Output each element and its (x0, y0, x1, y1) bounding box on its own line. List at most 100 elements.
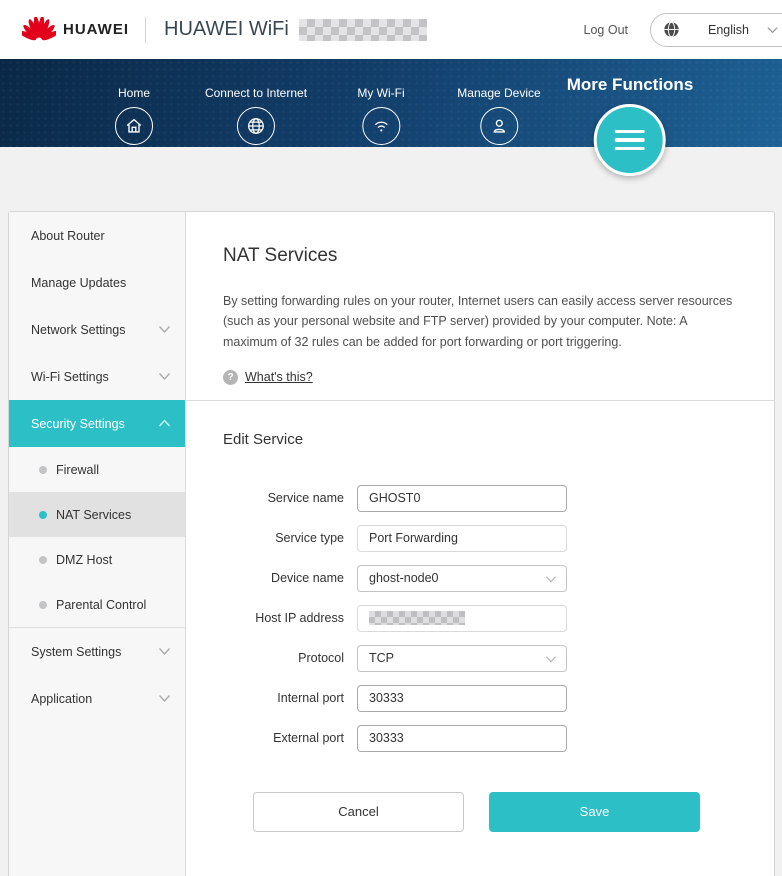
page-description: By setting forwarding rules on your rout… (223, 294, 733, 349)
header-divider (145, 16, 146, 43)
service-type-input (357, 524, 567, 552)
nav-item-more-functions[interactable]: More Functions (566, 75, 694, 176)
sidebar-subitem-label: DMZ Host (56, 552, 113, 567)
form-actions: Cancel Save (253, 791, 774, 832)
settings-sidebar: About Router Manage Updates Network Sett… (9, 212, 186, 876)
form-row: Internal port (223, 684, 774, 712)
brand: HUAWEI (22, 16, 129, 43)
nav-label: My Wi-Fi (357, 86, 405, 100)
host-ip-field (357, 604, 567, 632)
chevron-down-icon (158, 325, 171, 334)
nav-item-manage-device[interactable]: Manage Device (457, 86, 541, 145)
service-name-input[interactable] (357, 484, 567, 512)
sidebar-subitem-label: Firewall (56, 462, 100, 477)
sidebar-item-firewall[interactable]: Firewall (9, 447, 185, 492)
sidebar-item-security-settings[interactable]: Security Settings (9, 400, 185, 447)
form-row: Service type (223, 524, 774, 552)
whats-this-link[interactable]: ? What's this? (223, 369, 774, 385)
host-ip-label: Host IP address (255, 611, 344, 626)
page-title: NAT Services (223, 245, 338, 266)
chevron-down-icon (158, 694, 171, 703)
nav-item-my-wifi[interactable]: My Wi-Fi (357, 86, 405, 145)
nav-item-home[interactable]: Home (115, 86, 153, 145)
nav-label: More Functions (566, 75, 694, 94)
cancel-button[interactable]: Cancel (253, 791, 464, 832)
internet-globe-icon (236, 107, 275, 145)
sidebar-item-label: Network Settings (31, 322, 126, 337)
sidebar-subitem-label: Parental Control (56, 597, 147, 612)
chevron-down-icon (545, 655, 557, 664)
product-title-group: HUAWEI WiFi (164, 18, 427, 41)
nav-item-connect-to-internet[interactable]: Connect to Internet (205, 86, 307, 145)
protocol-select[interactable]: TCP (357, 644, 567, 672)
sidebar-item-network-settings[interactable]: Network Settings (9, 306, 185, 353)
internal-port-label: Internal port (277, 691, 344, 706)
sidebar-item-application[interactable]: Application (9, 675, 185, 722)
person-icon (479, 107, 518, 145)
bullet-icon (39, 510, 47, 519)
nav-label: Home (117, 86, 150, 100)
section-divider (186, 399, 774, 401)
question-mark-icon: ? (223, 369, 238, 385)
sidebar-item-label: Manage Updates (31, 275, 127, 290)
chevron-up-icon (158, 419, 171, 428)
edit-service-form: Service name Service type Device name gh… (223, 484, 774, 832)
host-ip-redacted (369, 611, 465, 626)
sidebar-item-parental-control[interactable]: Parental Control (9, 582, 185, 627)
whats-this-label[interactable]: What's this? (245, 370, 313, 385)
bullet-icon (39, 465, 47, 474)
menu-icon[interactable] (594, 104, 666, 176)
form-row: Host IP address (223, 604, 774, 632)
service-type-label: Service type (275, 531, 344, 546)
home-icon (115, 107, 153, 145)
product-title: HUAWEI WiFi (164, 18, 289, 40)
huawei-logo-icon (22, 16, 56, 43)
internal-port-input[interactable] (357, 684, 567, 712)
device-name-select[interactable]: ghost-node0 (357, 564, 567, 592)
sidebar-item-dmz-host[interactable]: DMZ Host (9, 537, 185, 582)
chevron-down-icon (767, 26, 778, 34)
device-model-redacted (298, 18, 427, 41)
device-name-label: Device name (271, 571, 344, 586)
sidebar-item-label: Security Settings (31, 416, 125, 431)
sidebar-item-label: Application (31, 691, 93, 706)
wifi-icon (361, 107, 400, 145)
bullet-icon (39, 600, 47, 609)
nav-label: Connect to Internet (204, 86, 308, 100)
main-navigation: Home Connect to Internet My Wi-Fi (0, 59, 782, 176)
nat-services-page: NAT Services By setting forwarding rules… (186, 212, 774, 876)
sidebar-item-wifi-settings[interactable]: Wi-Fi Settings (9, 353, 185, 400)
sidebar-item-manage-updates[interactable]: Manage Updates (9, 259, 185, 306)
sidebar-item-system-settings[interactable]: System Settings (9, 628, 185, 675)
protocol-label: Protocol (298, 651, 344, 666)
chevron-down-icon (158, 372, 171, 381)
language-label: English (708, 22, 749, 37)
form-row: External port (223, 724, 774, 752)
globe-icon (663, 21, 680, 38)
external-port-input[interactable] (357, 724, 567, 752)
content-panel: About Router Manage Updates Network Sett… (8, 211, 775, 876)
bullet-icon (39, 555, 47, 564)
top-header: HUAWEI HUAWEI WiFi Log Out English (0, 0, 782, 59)
form-row: Protocol TCP (223, 644, 774, 672)
protocol-value: TCP (369, 651, 394, 666)
section-title: Edit Service (223, 430, 304, 448)
sidebar-divider (9, 627, 185, 628)
sidebar-item-nat-services[interactable]: NAT Services (9, 492, 185, 537)
sidebar-item-about-router[interactable]: About Router (9, 212, 185, 259)
nav-label: Manage Device (457, 86, 541, 100)
service-name-label: Service name (267, 491, 344, 506)
brand-name: HUAWEI (63, 21, 129, 38)
save-button[interactable]: Save (489, 791, 700, 832)
sidebar-subitem-label: NAT Services (56, 507, 132, 522)
sidebar-item-label: System Settings (31, 644, 122, 659)
logout-link[interactable]: Log Out (583, 22, 628, 37)
sidebar-item-label: Wi-Fi Settings (31, 369, 109, 384)
chevron-down-icon (158, 647, 171, 656)
form-row: Device name ghost-node0 (223, 564, 774, 592)
language-selector[interactable]: English (650, 12, 782, 47)
chevron-down-icon (545, 575, 557, 584)
device-name-value: ghost-node0 (369, 571, 439, 586)
form-row: Service name (223, 484, 774, 512)
sidebar-item-label: About Router (31, 228, 105, 243)
